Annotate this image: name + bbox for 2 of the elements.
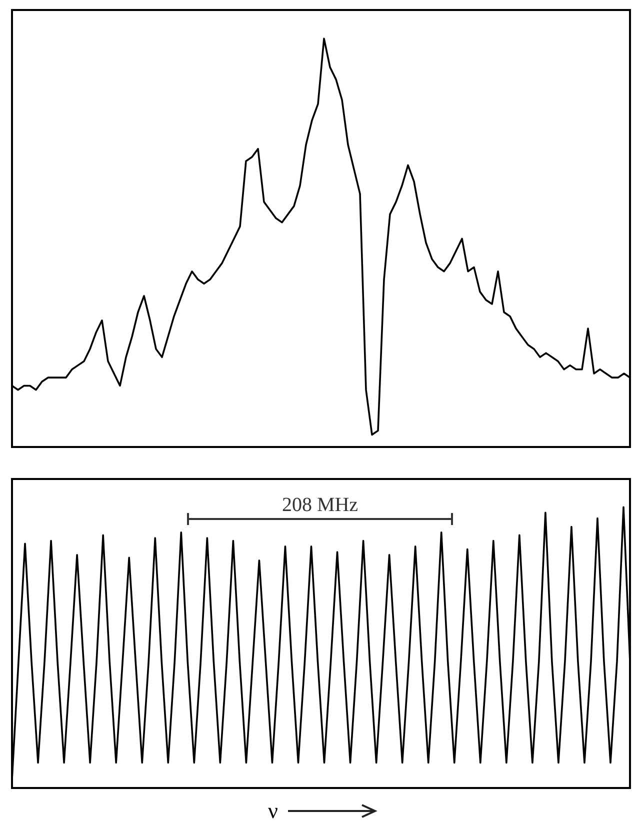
annotation: 208 MHz [282,494,358,516]
x-axis-title: ν [268,798,278,824]
